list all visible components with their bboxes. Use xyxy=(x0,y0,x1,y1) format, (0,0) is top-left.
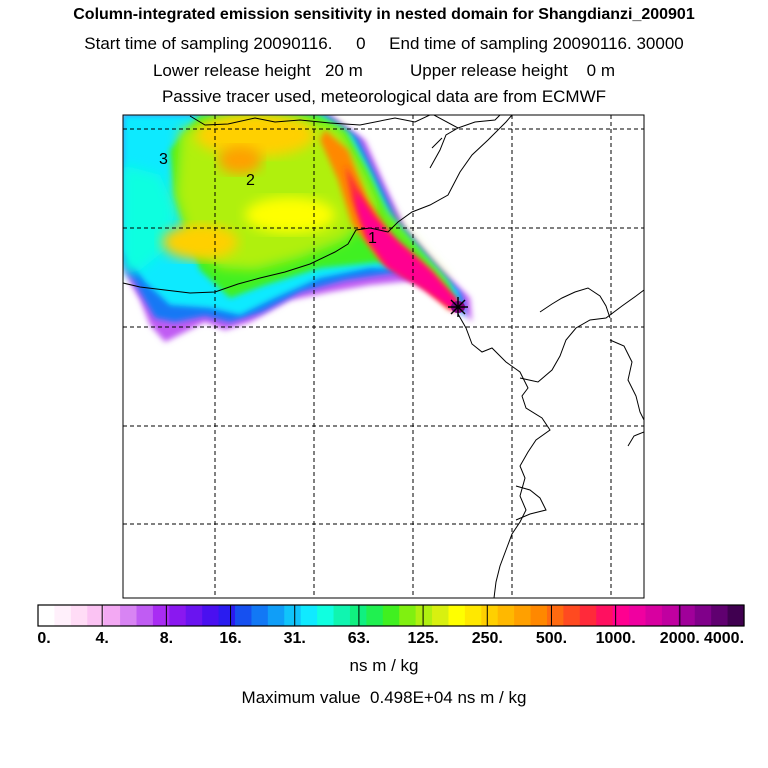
colorbar-swatch xyxy=(514,605,532,626)
colorbar-swatch xyxy=(202,605,220,626)
colorbar-tick-label: 125. xyxy=(407,630,439,647)
colorbar-swatch xyxy=(678,605,696,626)
colorbar-swatch xyxy=(464,605,482,626)
colorbar-tick-label: 500. xyxy=(535,630,568,647)
colorbar-swatch xyxy=(267,605,285,626)
sampling-time-line: Start time of sampling 20090116. 0 End t… xyxy=(84,34,684,53)
colorbar-swatch xyxy=(152,605,170,626)
colorbar-swatch xyxy=(235,605,253,626)
colorbar-swatch xyxy=(317,605,335,626)
colorbar-swatch xyxy=(251,605,269,626)
field-orange-west xyxy=(162,224,238,260)
receptor-marker xyxy=(448,297,468,317)
map-frame xyxy=(122,114,645,599)
colorbar-swatch xyxy=(661,605,679,626)
field-orange-north xyxy=(195,115,315,157)
maximum-value-line: Maximum value 0.498E+04 ns m / kg xyxy=(241,688,527,707)
colorbar-swatch xyxy=(87,605,105,626)
tracer-info-line: Passive tracer used, meteorological data… xyxy=(161,87,607,106)
colorbar-swatch xyxy=(596,605,614,626)
colorbar-swatch xyxy=(54,605,72,626)
colorbar-swatch xyxy=(300,605,318,626)
lat-lon-grid xyxy=(123,115,644,598)
colorbar-tick-label: 31. xyxy=(283,630,306,647)
field-orange-center xyxy=(218,146,262,174)
colorbar-swatch xyxy=(711,605,729,626)
colorbar-swatch xyxy=(612,605,630,626)
colorbar-tick-label: 250. xyxy=(471,630,503,647)
colorbar-frame xyxy=(37,604,745,627)
coastlines xyxy=(123,115,644,598)
colorbar-swatch xyxy=(546,605,564,626)
colorbar-swatch xyxy=(70,605,88,626)
contour-label-2: 2 xyxy=(246,172,255,189)
colorbar-swatch xyxy=(136,605,154,626)
colorbar-swatch xyxy=(366,605,384,626)
colorbar-tick-label: 1000. xyxy=(595,630,636,647)
colorbar-swatch xyxy=(399,605,417,626)
colorbar-swatch xyxy=(645,605,663,626)
colorbar xyxy=(38,605,745,626)
colorbar-swatch xyxy=(481,605,499,626)
colorbar-swatch xyxy=(694,605,712,626)
colorbar-swatch xyxy=(103,605,121,626)
colorbar-tick-label: 2000. xyxy=(659,630,700,647)
colorbar-tick-label: 16. xyxy=(219,630,242,647)
colorbar-swatch xyxy=(120,605,138,626)
field-plume-magenta xyxy=(355,190,460,312)
colorbar-swatch xyxy=(727,605,745,626)
colorbar-swatch xyxy=(448,605,466,626)
colorbar-swatch xyxy=(579,605,597,626)
field-yellow-mid xyxy=(245,197,335,233)
colorbar-units: ns m / kg xyxy=(349,656,419,675)
colorbar-swatch xyxy=(284,605,302,626)
colorbar-tick-label: 0. xyxy=(37,630,51,647)
chart-title: Column-integrated emission sensitivity i… xyxy=(73,6,695,23)
contour-label-1: 1 xyxy=(368,230,377,247)
colorbar-swatch xyxy=(432,605,450,626)
colorbar-tick-label: 4000. xyxy=(703,630,745,647)
colorbar-tick-label: 8. xyxy=(159,630,174,647)
colorbar-tick-label: 4. xyxy=(95,630,109,647)
colorbar-swatch xyxy=(382,605,400,626)
colorbar-swatch xyxy=(38,605,56,626)
colorbar-swatch xyxy=(218,605,236,626)
field-cyan-west xyxy=(123,165,175,275)
colorbar-swatch xyxy=(497,605,515,626)
sensitivity-field xyxy=(123,115,472,342)
colorbar-swatch xyxy=(415,605,433,626)
colorbar-swatch xyxy=(530,605,548,626)
colorbar-swatch xyxy=(333,605,351,626)
colorbar-tick-label: 63. xyxy=(347,630,371,647)
colorbar-swatch xyxy=(563,605,581,626)
colorbar-swatch xyxy=(169,605,187,626)
release-height-line: Lower release height 20 m Upper release … xyxy=(152,61,616,80)
colorbar-swatch xyxy=(629,605,647,626)
contour-label-3: 3 xyxy=(159,151,168,168)
colorbar-swatch xyxy=(185,605,203,626)
